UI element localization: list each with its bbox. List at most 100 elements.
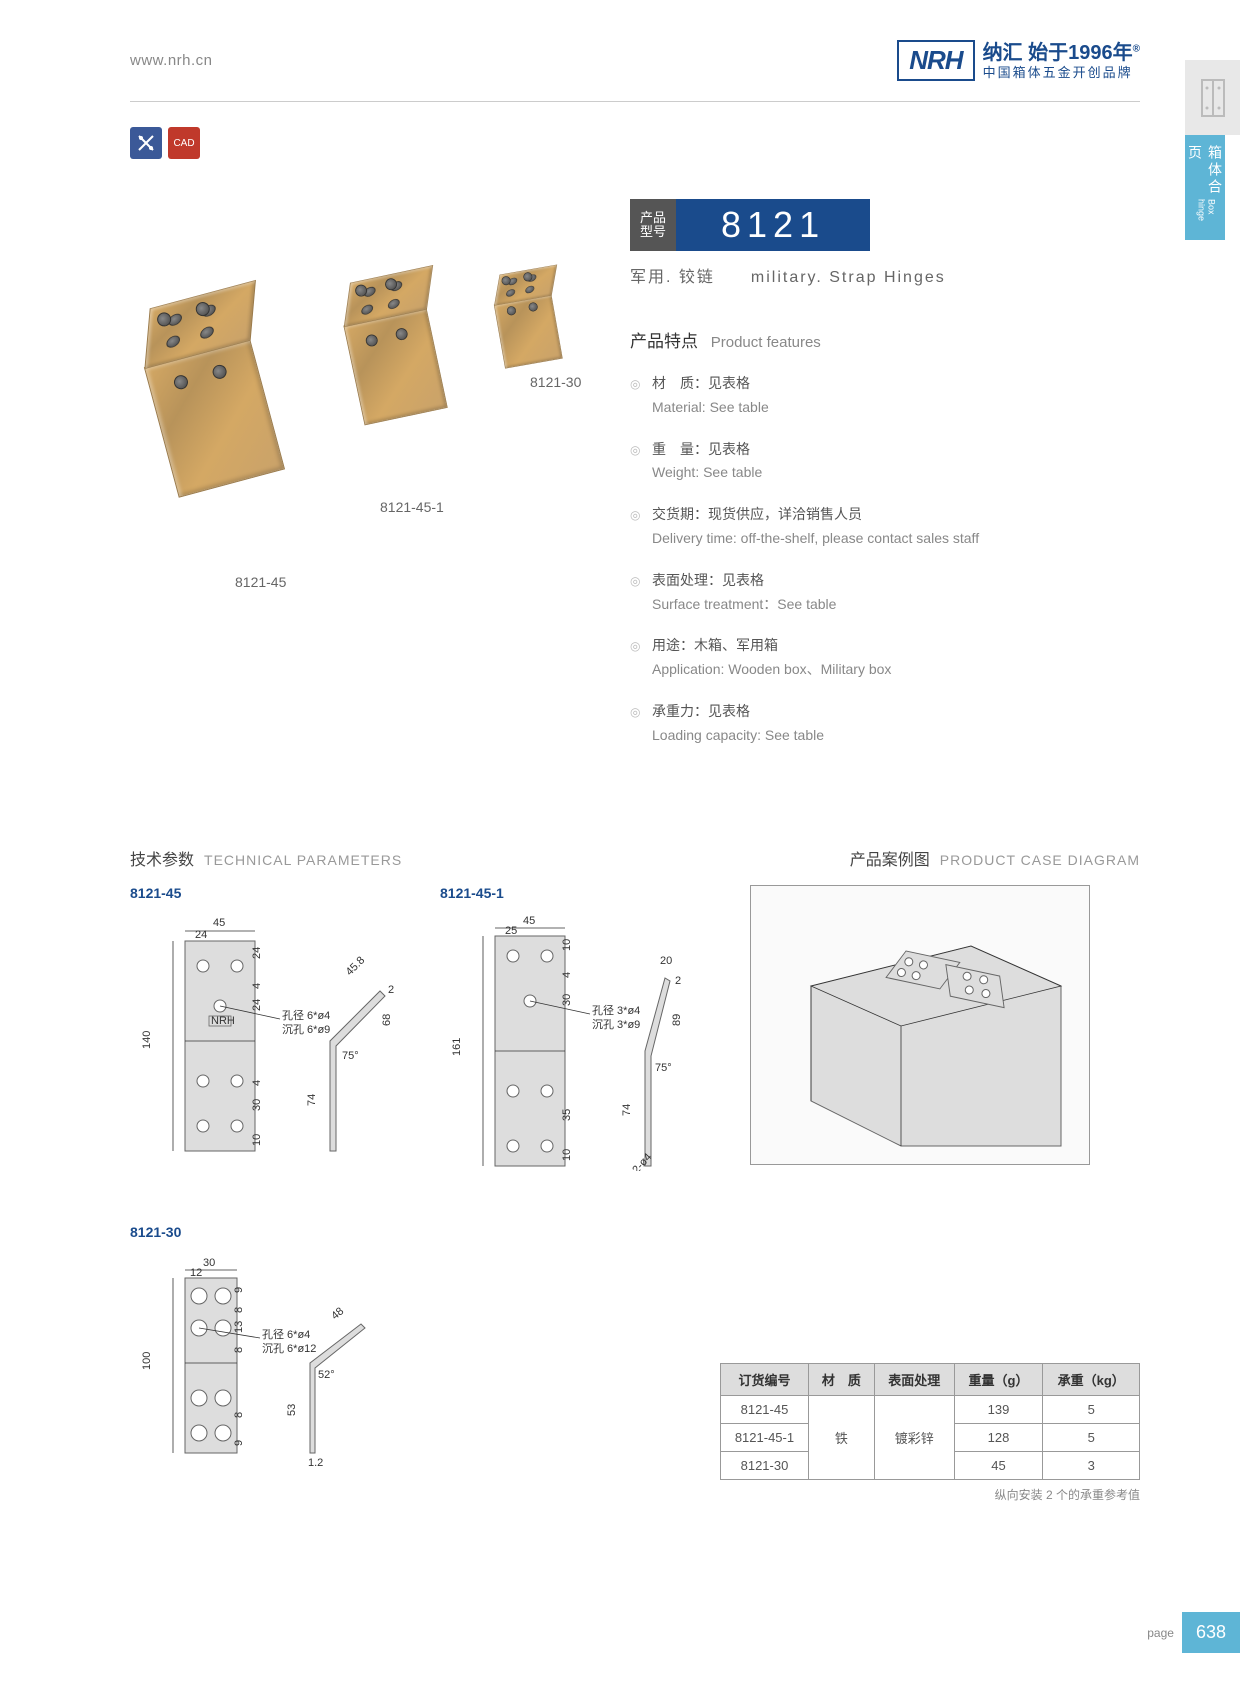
table-header: 承重（kg） <box>1043 1363 1140 1395</box>
svg-text:74: 74 <box>621 1103 633 1115</box>
tool-icon-1[interactable] <box>130 127 162 159</box>
case-title-cn: 产品案例图 <box>850 852 930 869</box>
main-content: 8121-45 8121-45-1 8121-30 产品 型号 8121 军用.… <box>0 159 1240 766</box>
hinge-2 <box>332 256 447 426</box>
svg-text:161: 161 <box>451 1037 463 1055</box>
spec-table-area: 订货编号材 质表面处理重量（g）承重（kg）8121-45铁镀彩锌1395812… <box>720 1363 1140 1503</box>
page-num-value: 638 <box>1182 1612 1240 1653</box>
svg-text:9: 9 <box>233 1286 245 1292</box>
diagram-8121-45: 8121-45 NRH 45 24 140 24 4 24 <box>130 885 410 1174</box>
features-list: 材 质：见表格Material: See table重 量：见表格Weight:… <box>630 372 1140 748</box>
table-cell: 5 <box>1043 1423 1140 1451</box>
svg-text:10: 10 <box>251 1133 263 1145</box>
svg-text:74: 74 <box>306 1093 318 1105</box>
svg-text:140: 140 <box>141 1030 153 1048</box>
svg-text:52°: 52° <box>318 1369 335 1381</box>
tool-icons: CAD <box>130 127 1240 159</box>
tagline-2: 中国箱体五金开创品牌 <box>983 65 1140 81</box>
svg-text:25: 25 <box>505 925 517 937</box>
diagram-8121-45-1: 8121-45-1 45 25 161 10 4 30 35 10 <box>440 885 720 1174</box>
svg-text:1.2: 1.2 <box>308 1457 323 1469</box>
svg-text:2: 2 <box>675 975 681 987</box>
svg-text:8: 8 <box>233 1411 245 1417</box>
feature-item: 表面处理：见表格Surface treatment：See table <box>630 569 1140 617</box>
header: www.nrh.cn NRH 纳汇 始于1996年® 中国箱体五金开创品牌 <box>0 0 1240 101</box>
tech-header: 技术参数 TECHNICAL PARAMETERS 产品案例图 PRODUCT CA… <box>130 846 1140 870</box>
side-tab-icon <box>1185 60 1240 135</box>
diagrams-row: 8121-45 NRH 45 24 140 24 4 24 <box>130 885 1140 1503</box>
svg-text:24: 24 <box>251 946 263 958</box>
svg-text:10: 10 <box>561 938 573 950</box>
svg-text:20: 20 <box>660 955 672 967</box>
side-tab-label: 箱体合页 Box hinge <box>1185 135 1225 240</box>
label-1: 8121-45 <box>235 574 286 590</box>
table-cell: 139 <box>954 1395 1043 1423</box>
cad-icon[interactable]: CAD <box>168 127 200 159</box>
svg-text:13: 13 <box>233 1320 245 1332</box>
svg-text:48: 48 <box>329 1305 346 1322</box>
tech-title: 技术参数 TECHNICAL PARAMETERS <box>130 846 402 870</box>
table-cell: 3 <box>1043 1451 1140 1479</box>
feature-item: 承重力：见表格Loading capacity: See table <box>630 700 1140 748</box>
svg-text:45: 45 <box>523 915 535 927</box>
hinge-1 <box>125 268 285 497</box>
table-header: 重量（g） <box>954 1363 1043 1395</box>
page-label: page <box>1147 1626 1174 1640</box>
website-url: www.nrh.cn <box>130 52 213 69</box>
svg-text:75°: 75° <box>655 1062 672 1074</box>
svg-text:75°: 75° <box>342 1050 359 1062</box>
model-row: 产品 型号 8121 <box>630 199 1140 251</box>
tech-title-en: TECHNICAL PARAMETERS <box>204 852 402 868</box>
table-cell: 8121-30 <box>721 1451 809 1479</box>
svg-text:35: 35 <box>561 1108 573 1120</box>
side-tab-cn: 箱体合页 <box>1185 145 1225 199</box>
diagram-8121-30: 8121-30 30 12 100 9 8 13 8 8 <box>130 1224 410 1483</box>
svg-text:89: 89 <box>671 1013 683 1025</box>
svg-text:53: 53 <box>286 1403 298 1415</box>
product-image-area: 8121-45 8121-45-1 8121-30 <box>130 179 600 599</box>
logo: NRH <box>897 40 974 81</box>
svg-text:8: 8 <box>233 1306 245 1312</box>
svg-text:孔径 6*ø4: 孔径 6*ø4 <box>282 1009 330 1022</box>
label-3: 8121-30 <box>530 374 581 390</box>
case-diagram <box>750 885 1090 1194</box>
svg-text:沉孔 6*ø9: 沉孔 6*ø9 <box>282 1023 330 1036</box>
table-cell: 45 <box>954 1451 1043 1479</box>
svg-text:100: 100 <box>141 1351 153 1369</box>
table-row: 8121-45铁镀彩锌1395 <box>721 1395 1140 1423</box>
table-cell: 5 <box>1043 1395 1140 1423</box>
model-number: 8121 <box>676 199 870 251</box>
logo-tagline: 纳汇 始于1996年® 中国箱体五金开创品牌 <box>983 41 1140 81</box>
svg-text:4: 4 <box>251 1079 263 1085</box>
diag-title-2: 8121-45-1 <box>440 885 720 901</box>
case-title-en: PRODUCT CASE DIAGRAM <box>940 852 1140 868</box>
svg-text:NRH: NRH <box>211 1015 235 1027</box>
table-header: 材 质 <box>808 1363 874 1395</box>
diag-svg-1: NRH 45 24 140 24 4 24 30 4 10 孔径 6*ø4 沉孔… <box>130 911 410 1171</box>
svg-text:10: 10 <box>561 1148 573 1160</box>
table-note: 纵向安装 2 个的承重参考值 <box>720 1486 1140 1503</box>
diag-svg-2: 45 25 161 10 4 30 35 10 孔径 3*ø4 沉孔 3*ø9 … <box>440 911 720 1171</box>
model-label-1: 产品 <box>640 211 666 225</box>
feature-item: 重 量：见表格Weight: See table <box>630 438 1140 486</box>
page-number: page 638 <box>1147 1612 1240 1653</box>
spec-table: 订货编号材 质表面处理重量（g）承重（kg）8121-45铁镀彩锌1395812… <box>720 1363 1140 1480</box>
svg-text:45.8: 45.8 <box>344 954 368 978</box>
subtitle: 军用. 铰链 military. Strap Hinges <box>630 263 1140 287</box>
svg-text:30: 30 <box>203 1257 215 1269</box>
table-header: 订货编号 <box>721 1363 809 1395</box>
diag-title-1: 8121-45 <box>130 885 410 901</box>
model-label-2: 型号 <box>640 225 666 239</box>
tagline-1: 纳汇 始于1996年 <box>983 42 1133 64</box>
features-title: 产品特点 Product features <box>630 327 1140 352</box>
features-title-en: Product features <box>711 334 821 351</box>
table-cell: 128 <box>954 1423 1043 1451</box>
features-title-cn: 产品特点 <box>630 332 698 351</box>
svg-text:30: 30 <box>561 993 573 1005</box>
svg-text:24: 24 <box>251 998 263 1010</box>
label-2: 8121-45-1 <box>380 499 444 515</box>
diag-svg-3: 30 12 100 9 8 13 8 8 9 孔径 6*ø4 沉孔 6*ø12 … <box>130 1250 410 1480</box>
model-label: 产品 型号 <box>630 199 676 251</box>
logo-area: NRH 纳汇 始于1996年® 中国箱体五金开创品牌 <box>897 40 1140 81</box>
tech-title-cn: 技术参数 <box>130 852 194 869</box>
